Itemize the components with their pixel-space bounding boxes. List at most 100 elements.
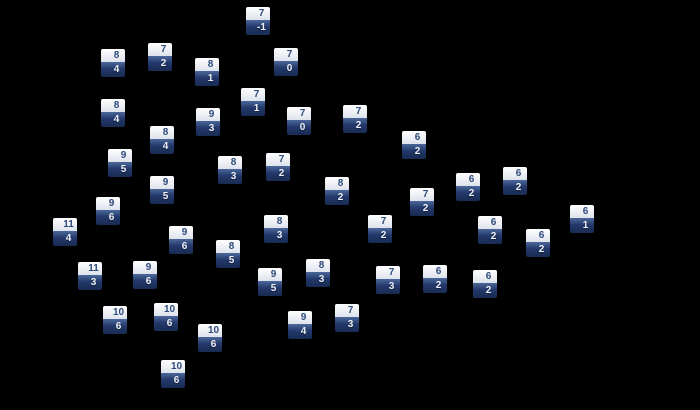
node-top-value: 7 (368, 215, 392, 228)
node-top-value: 8 (216, 240, 240, 253)
node-bottom-value: 2 (148, 56, 172, 71)
node-top-value: 6 (503, 167, 527, 180)
node-top-value: 10 (103, 306, 127, 319)
node-top-value: 7 (246, 7, 270, 20)
node-top-value: 6 (402, 131, 426, 144)
node-bottom-value: 4 (101, 62, 125, 77)
node-bottom-value: 2 (503, 180, 527, 195)
node-top-value: 7 (410, 188, 434, 201)
node-top-value: 6 (456, 173, 480, 186)
node-bottom-value: 5 (150, 189, 174, 204)
value-node[interactable]: 7 -1 (246, 7, 270, 35)
node-top-value: 8 (218, 156, 242, 169)
node-bottom-value: 2 (423, 278, 447, 293)
node-bottom-value: 2 (526, 242, 550, 257)
value-node[interactable]: 11 4 (53, 218, 77, 246)
node-bottom-value: 3 (196, 121, 220, 136)
node-top-value: 7 (274, 48, 298, 61)
node-bottom-value: 2 (478, 229, 502, 244)
node-top-value: 7 (266, 153, 290, 166)
node-bottom-value: 2 (402, 144, 426, 159)
node-bottom-value: 4 (101, 112, 125, 127)
node-top-value: 8 (101, 49, 125, 62)
node-bottom-value: 2 (325, 190, 349, 205)
node-top-value: 9 (196, 108, 220, 121)
node-bottom-value: 3 (218, 169, 242, 184)
node-top-value: 11 (78, 262, 102, 275)
node-bottom-value: 6 (103, 319, 127, 334)
node-bottom-value: 4 (53, 231, 77, 246)
node-top-value: 7 (287, 107, 311, 120)
value-node[interactable]: 10 6 (154, 303, 178, 331)
node-top-value: 10 (198, 324, 222, 337)
value-node[interactable]: 10 6 (161, 360, 185, 388)
node-bottom-value: 3 (264, 228, 288, 243)
node-bottom-value: 5 (216, 253, 240, 268)
value-node[interactable]: 11 3 (78, 262, 102, 290)
node-top-value: 9 (133, 261, 157, 274)
node-top-value: 8 (306, 259, 330, 272)
node-top-value: 6 (478, 216, 502, 229)
node-top-value: 7 (335, 304, 359, 317)
node-top-value: 7 (148, 43, 172, 56)
node-top-value: 6 (526, 229, 550, 242)
node-bottom-value: 2 (343, 118, 367, 133)
node-bottom-value: 1 (570, 218, 594, 233)
node-bottom-value: 2 (456, 186, 480, 201)
value-node[interactable]: 10 6 (198, 324, 222, 352)
node-bottom-value: -1 (246, 20, 270, 35)
node-top-value: 9 (150, 176, 174, 189)
node-bottom-value: 6 (133, 274, 157, 289)
node-bottom-value: 6 (154, 316, 178, 331)
node-top-value: 6 (570, 205, 594, 218)
node-top-value: 9 (96, 197, 120, 210)
value-node[interactable]: 10 6 (103, 306, 127, 334)
node-top-value: 7 (376, 266, 400, 279)
node-top-value: 9 (258, 268, 282, 281)
node-top-value: 11 (53, 218, 77, 231)
node-bottom-value: 1 (195, 71, 219, 86)
node-top-value: 8 (101, 99, 125, 112)
node-bottom-value: 4 (288, 324, 312, 339)
node-top-value: 10 (161, 360, 185, 373)
node-top-value: 8 (195, 58, 219, 71)
node-top-value: 10 (154, 303, 178, 316)
node-bottom-value: 5 (258, 281, 282, 296)
